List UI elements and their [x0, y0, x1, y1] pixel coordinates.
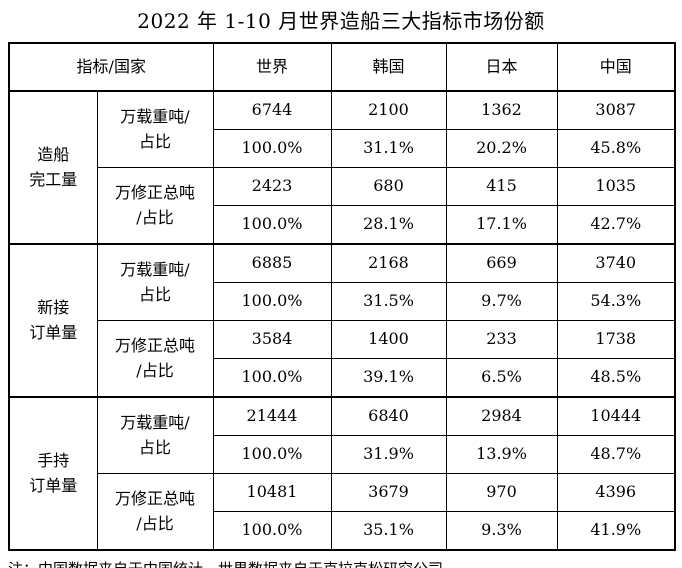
table-row: 100.0% 39.1% 6.5% 48.5% [9, 358, 676, 398]
share-cell: 9.3% [445, 511, 558, 551]
value-cell: 10444 [556, 396, 676, 436]
value-cell: 6840 [330, 396, 447, 436]
share-cell: 28.1% [330, 205, 447, 245]
share-cell: 54.3% [556, 282, 676, 321]
value-cell: 1362 [445, 90, 558, 130]
metric-label-cell: 万载重吨/ 占比 [96, 396, 214, 474]
table-row: 100.0% 31.9% 13.9% 48.7% [9, 435, 676, 474]
table-row: 100.0% 35.1% 9.3% 41.9% [9, 511, 676, 551]
value-cell: 1400 [330, 320, 447, 359]
value-cell: 1035 [556, 167, 676, 206]
share-cell: 20.2% [445, 129, 558, 168]
value-cell: 680 [330, 167, 447, 206]
share-cell: 48.7% [556, 435, 676, 474]
value-cell: 669 [445, 243, 558, 283]
value-cell: 3087 [556, 90, 676, 130]
value-cell: 3679 [330, 473, 447, 512]
value-cell: 2984 [445, 396, 558, 436]
table-row: 万修正总吨 /占比 2423 680 415 1035 [9, 167, 676, 245]
share-cell: 17.1% [445, 205, 558, 245]
share-cell: 100.0% [212, 358, 332, 398]
share-cell: 100.0% [212, 205, 332, 245]
footnote: 注：中国数据来自于中国统计，世界数据来自于克拉克松研究公司。 [8, 558, 682, 568]
value-cell: 233 [445, 320, 558, 359]
value-cell: 2423 [212, 167, 332, 206]
header-row: 指标/国家 世界 韩国 日本 中国 [8, 42, 676, 92]
share-cell: 31.9% [330, 435, 447, 474]
country-header-cell: 世界 [212, 42, 332, 92]
table-row: 造船 完工量 万载重吨/ 占比 6744 2100 1362 3087 [8, 90, 676, 245]
share-cell: 35.1% [330, 511, 447, 551]
value-cell: 3740 [556, 243, 676, 283]
country-header-cell: 日本 [445, 42, 558, 92]
metric-label-cell: 万修正总吨 /占比 [96, 473, 214, 551]
share-cell: 100.0% [212, 129, 332, 168]
country-header-cell: 中国 [556, 42, 676, 92]
share-cell: 13.9% [445, 435, 558, 474]
group-name-cell: 造船 完工量 [8, 90, 98, 245]
metric-label-cell: 万修正总吨 /占比 [96, 320, 214, 398]
share-cell: 48.5% [556, 358, 676, 398]
group-name-cell: 新接 订单量 [8, 243, 98, 398]
metric-label-cell: 万修正总吨 /占比 [96, 167, 214, 245]
value-cell: 2100 [330, 90, 447, 130]
value-cell: 6744 [212, 90, 332, 130]
corner-header-cell: 指标/国家 [8, 42, 214, 92]
share-cell: 42.7% [556, 205, 676, 245]
share-cell: 31.5% [330, 282, 447, 321]
share-cell: 41.9% [556, 511, 676, 551]
table-row: 万修正总吨 /占比 3584 1400 233 1738 [9, 320, 676, 398]
market-share-table: 指标/国家 世界 韩国 日本 中国 造船 完工量 万载重吨/ 占比 6744 2… [8, 42, 676, 551]
value-cell: 415 [445, 167, 558, 206]
table-row: 100.0% 31.5% 9.7% 54.3% [9, 282, 676, 321]
share-cell: 100.0% [212, 282, 332, 321]
value-cell: 4396 [556, 473, 676, 512]
value-cell: 21444 [212, 396, 332, 436]
group-name-cell: 手持 订单量 [8, 396, 98, 551]
value-cell: 3584 [212, 320, 332, 359]
table-row: 100.0% 28.1% 17.1% 42.7% [9, 205, 676, 245]
metric-label-cell: 万载重吨/ 占比 [96, 243, 214, 321]
share-cell: 45.8% [556, 129, 676, 168]
value-cell: 2168 [330, 243, 447, 283]
table-row: 万修正总吨 /占比 10481 3679 970 4396 [9, 473, 676, 551]
table-row: 100.0% 31.1% 20.2% 45.8% [9, 129, 676, 168]
metric-label-cell: 万载重吨/ 占比 [96, 90, 214, 168]
value-cell: 6885 [212, 243, 332, 283]
page-title: 2022 年 1-10 月世界造船三大指标市场份额 [137, 9, 545, 33]
value-cell: 970 [445, 473, 558, 512]
value-cell: 1738 [556, 320, 676, 359]
share-cell: 100.0% [212, 511, 332, 551]
share-cell: 39.1% [330, 358, 447, 398]
share-cell: 31.1% [330, 129, 447, 168]
table-row: 新接 订单量 万载重吨/ 占比 6885 2168 669 3740 [8, 243, 676, 398]
country-header-cell: 韩国 [330, 42, 447, 92]
share-cell: 6.5% [445, 358, 558, 398]
share-cell: 9.7% [445, 282, 558, 321]
value-cell: 10481 [212, 473, 332, 512]
table-row: 手持 订单量 万载重吨/ 占比 21444 6840 2984 10444 [8, 396, 676, 551]
share-cell: 100.0% [212, 435, 332, 474]
